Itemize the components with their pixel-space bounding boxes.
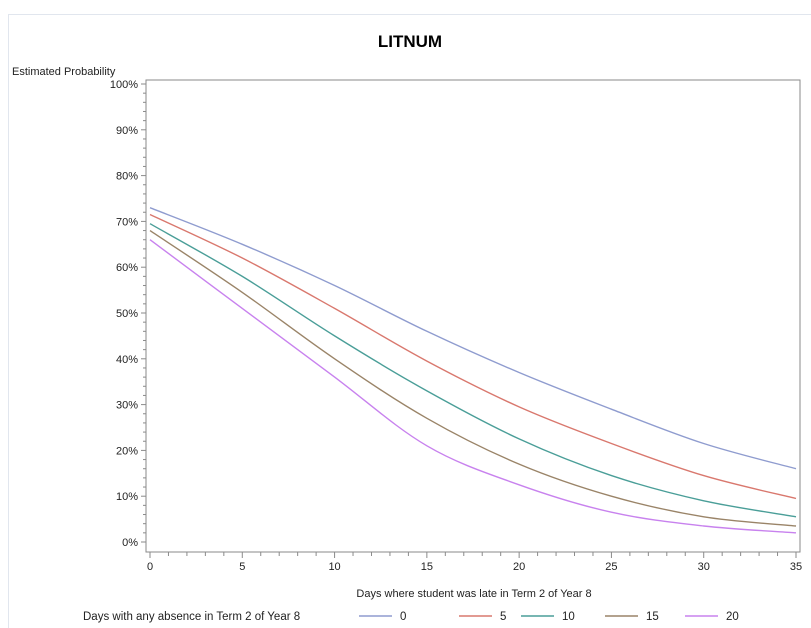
y-tick-label: 50%: [116, 308, 138, 320]
x-axis: 0 5 10 15 20 25 30 35: [147, 552, 802, 573]
y-tick-label: 80%: [116, 171, 138, 183]
y-tick-label: 10%: [116, 491, 138, 503]
y-tick-label: 40%: [116, 354, 138, 366]
chart-title: LITNUM: [378, 32, 442, 51]
x-tick-label: 5: [239, 561, 245, 573]
series-lines: [149, 207, 797, 534]
y-tick-label: 20%: [116, 445, 138, 457]
y-tick-label: 60%: [116, 262, 138, 274]
legend-label-20: 20: [726, 611, 739, 623]
x-tick-label: 25: [605, 561, 617, 573]
series-line-20: [149, 239, 797, 534]
x-tick-label: 30: [698, 561, 710, 573]
y-tick-label: 30%: [116, 400, 138, 412]
y-axis-label: Estimated Probability: [12, 66, 116, 78]
x-tick-label: 35: [790, 561, 802, 573]
y-tick-label: 90%: [116, 125, 138, 137]
x-axis-label: Days where student was late in Term 2 of…: [356, 588, 591, 600]
chart-frame: [8, 14, 811, 628]
y-tick-label: 0%: [122, 537, 138, 549]
series-line-5: [149, 213, 797, 500]
series-line-10: [149, 223, 797, 518]
plot-area: [145, 79, 801, 553]
legend-label-15: 15: [646, 611, 659, 623]
x-tick-label: 0: [147, 561, 153, 573]
legend-label-10: 10: [562, 611, 575, 623]
y-tick-label: 70%: [116, 216, 138, 228]
series-line-15: [149, 230, 797, 527]
x-tick-label: 10: [328, 561, 340, 573]
legend: Days with any absence in Term 2 of Year …: [83, 611, 739, 623]
series-line-0: [149, 207, 797, 470]
x-tick-label: 20: [513, 561, 525, 573]
y-axis: 0% 10% 20% 30% 40% 50% 60% 70% 80% 90% 100%: [110, 79, 146, 549]
legend-title: Days with any absence in Term 2 of Year …: [83, 611, 300, 623]
y-tick-label: 100%: [110, 79, 138, 91]
legend-label-5: 5: [500, 611, 506, 623]
legend-label-0: 0: [400, 611, 406, 623]
x-tick-label: 15: [421, 561, 433, 573]
